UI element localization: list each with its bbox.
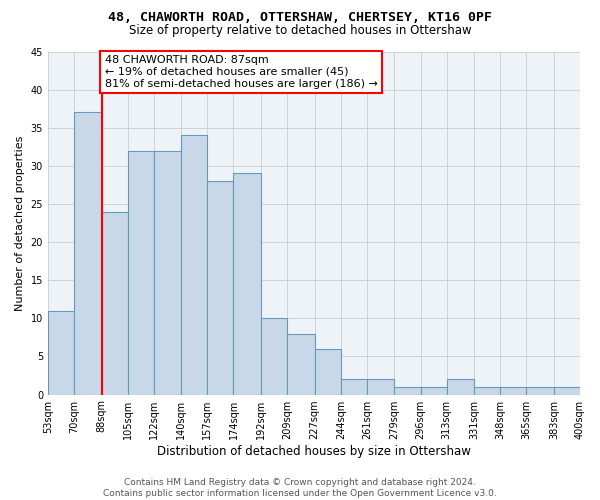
Bar bbox=[526, 387, 554, 394]
Bar bbox=[367, 380, 394, 394]
Text: Contains HM Land Registry data © Crown copyright and database right 2024.
Contai: Contains HM Land Registry data © Crown c… bbox=[103, 478, 497, 498]
Bar bbox=[48, 310, 74, 394]
Bar bbox=[181, 136, 208, 394]
Bar bbox=[341, 380, 367, 394]
Bar bbox=[394, 387, 421, 394]
Y-axis label: Number of detached properties: Number of detached properties bbox=[15, 136, 25, 310]
Bar bbox=[474, 387, 500, 394]
Bar bbox=[421, 387, 446, 394]
Bar bbox=[446, 380, 474, 394]
Bar bbox=[287, 334, 315, 394]
Text: 48 CHAWORTH ROAD: 87sqm
← 19% of detached houses are smaller (45)
81% of semi-de: 48 CHAWORTH ROAD: 87sqm ← 19% of detache… bbox=[104, 56, 377, 88]
Bar bbox=[74, 112, 101, 394]
X-axis label: Distribution of detached houses by size in Ottershaw: Distribution of detached houses by size … bbox=[157, 444, 471, 458]
Bar bbox=[208, 181, 233, 394]
Bar bbox=[315, 349, 341, 395]
Bar bbox=[154, 150, 181, 394]
Bar bbox=[261, 318, 287, 394]
Text: Size of property relative to detached houses in Ottershaw: Size of property relative to detached ho… bbox=[128, 24, 472, 37]
Bar bbox=[128, 150, 154, 394]
Bar bbox=[500, 387, 526, 394]
Bar bbox=[233, 174, 261, 394]
Bar bbox=[554, 387, 580, 394]
Text: 48, CHAWORTH ROAD, OTTERSHAW, CHERTSEY, KT16 0PF: 48, CHAWORTH ROAD, OTTERSHAW, CHERTSEY, … bbox=[108, 11, 492, 24]
Bar bbox=[101, 212, 128, 394]
